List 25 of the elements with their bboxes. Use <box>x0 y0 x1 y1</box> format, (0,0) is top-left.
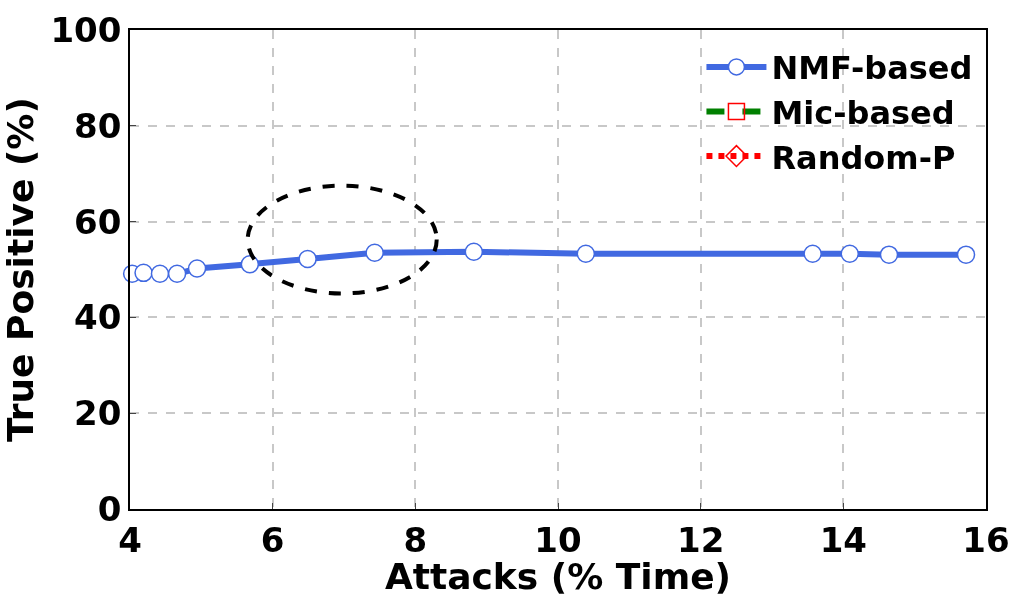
y-tick-label: 40 <box>74 297 122 338</box>
x-tick-label: 14 <box>819 519 867 560</box>
y-tick-label: 100 <box>50 9 122 50</box>
point <box>840 244 859 263</box>
y-tick-label: 20 <box>74 393 122 434</box>
legend-label: Random-P <box>771 138 956 177</box>
y-tick-label: 80 <box>74 105 122 146</box>
point <box>240 254 260 274</box>
point <box>576 244 596 263</box>
x-tick-label: 6 <box>260 519 285 560</box>
point <box>879 245 899 264</box>
point <box>365 243 384 262</box>
point <box>134 263 153 283</box>
point <box>298 249 317 269</box>
legend-label: Mic-based <box>771 93 955 132</box>
legend-label: NMF-based <box>771 49 973 88</box>
point <box>803 244 822 263</box>
y-tick-label: 60 <box>74 201 122 242</box>
x-tick-label: 16 <box>962 519 1010 560</box>
point <box>167 264 187 284</box>
point <box>187 259 207 278</box>
point <box>150 264 170 284</box>
y-axis-title: True Positive (%) <box>0 97 41 442</box>
point <box>464 242 484 262</box>
point <box>956 245 976 264</box>
